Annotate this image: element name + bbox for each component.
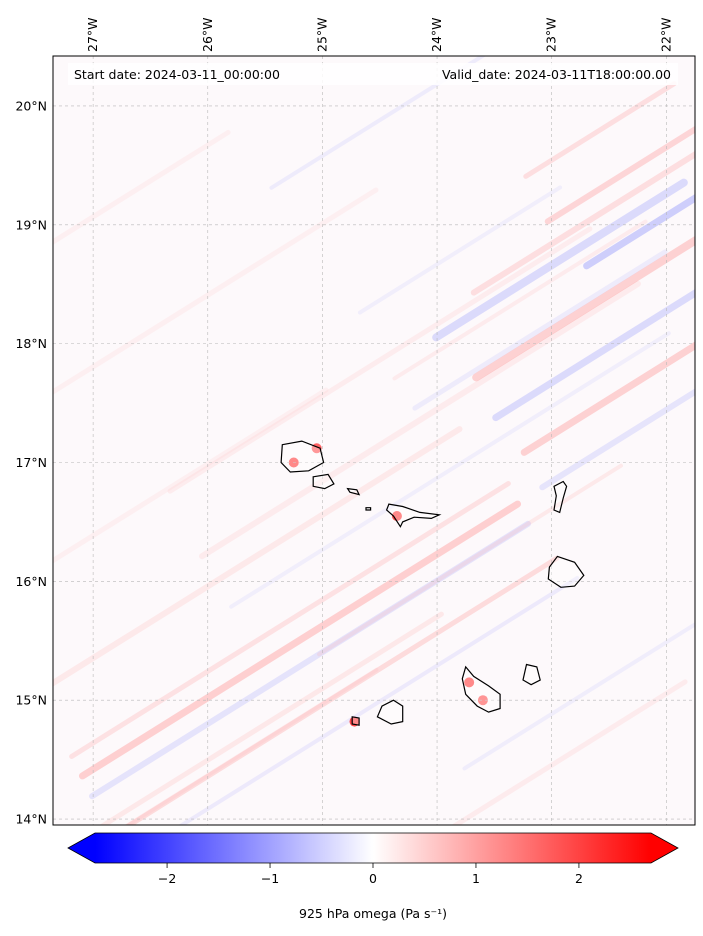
omega-band — [583, 170, 695, 270]
omega-band — [357, 185, 563, 315]
lon-tick-label: 26°W — [200, 17, 215, 52]
omega-band — [53, 611, 444, 825]
lat-tick-label: 14°N — [15, 812, 47, 827]
start-date-label: Start date: 2024-03-11_00:00:00 — [74, 67, 280, 82]
island-coastline — [553, 480, 568, 514]
map-frame — [52, 55, 696, 826]
omega-band — [53, 129, 231, 271]
lon-tick-label: 22°W — [658, 17, 673, 52]
omega-hotspot — [464, 677, 475, 688]
island-coastline — [461, 665, 501, 713]
colorbar: −2 −1 0 1 2 925 hPa omega (Pa s⁻¹) — [67, 832, 679, 921]
map-panel — [52, 55, 696, 826]
omega-band — [412, 249, 668, 411]
omega-band — [544, 115, 695, 225]
omega-band — [472, 218, 695, 382]
lat-tick-label: 15°N — [15, 693, 47, 708]
omega-band — [167, 226, 593, 494]
island-coastline — [280, 440, 325, 473]
island-coastline — [312, 473, 335, 490]
lat-tick-label: 20°N — [15, 98, 47, 113]
omega-band — [492, 258, 695, 422]
lon-tick-label: 23°W — [544, 17, 559, 52]
island-coastline — [522, 663, 541, 686]
omega-band — [78, 500, 522, 780]
lon-tick-label: 25°W — [314, 17, 329, 52]
omega-band — [432, 178, 688, 342]
omega-hotspot — [477, 695, 488, 706]
island-coastline — [351, 716, 360, 726]
omega-band — [229, 331, 671, 609]
lat-tick-label: 17°N — [15, 455, 47, 470]
colorbar-tick-label: 1 — [472, 871, 480, 886]
date-annotation-box — [68, 63, 678, 85]
colorbar-tick-label: −2 — [158, 871, 176, 886]
lat-tick-label: 19°N — [15, 217, 47, 232]
colorbar-ticks: −2 −1 0 1 2 — [158, 863, 583, 886]
valid-date-label: Valid_date: 2024-03-11T18:00:00.00 — [442, 67, 671, 82]
lon-tick-label: 24°W — [429, 17, 444, 52]
omega-band — [69, 481, 511, 759]
omega-band — [53, 667, 379, 825]
omega-band — [539, 349, 695, 491]
omega-band — [317, 463, 623, 657]
island-coastline — [547, 555, 585, 588]
island-coastline — [376, 699, 404, 725]
colorbar-outline — [67, 832, 679, 864]
omega-band — [470, 144, 695, 296]
omega-band — [53, 187, 379, 413]
longitude-tick-labels: 27°W 26°W 25°W 24°W 23°W 22°W — [85, 17, 673, 52]
colorbar-extend-max — [651, 833, 678, 863]
omega-weak-positive-tint — [53, 56, 695, 825]
colorbar-extend-min — [68, 833, 95, 863]
omega-band — [462, 609, 695, 771]
island-coastline — [385, 503, 442, 528]
omega-field — [53, 56, 695, 825]
lat-tick-label: 18°N — [15, 336, 47, 351]
omega-band — [89, 520, 531, 800]
gridlines — [53, 56, 695, 825]
omega-band — [269, 56, 491, 190]
omega-band — [520, 304, 695, 456]
omega-band — [199, 280, 641, 560]
colorbar-label: 925 hPa omega (Pa s⁻¹) — [299, 906, 447, 921]
island-coastline — [346, 487, 361, 496]
latitude-tick-labels: 20°N 19°N 18°N 17°N 16°N 15°N 14°N — [15, 98, 47, 826]
coastlines — [280, 440, 585, 726]
island-coastline — [365, 507, 372, 511]
omega-band — [53, 387, 329, 613]
omega-band — [523, 81, 677, 179]
omega-band — [392, 219, 648, 381]
colorbar-body — [95, 833, 651, 863]
colorbar-tick-label: 0 — [369, 871, 377, 886]
lon-tick-label: 27°W — [85, 17, 100, 52]
colorbar-tick-label: 2 — [575, 871, 583, 886]
omega-band — [432, 679, 688, 825]
colorbar-tick-label: −1 — [261, 871, 279, 886]
lat-tick-label: 16°N — [15, 574, 47, 589]
omega-band — [53, 426, 463, 694]
